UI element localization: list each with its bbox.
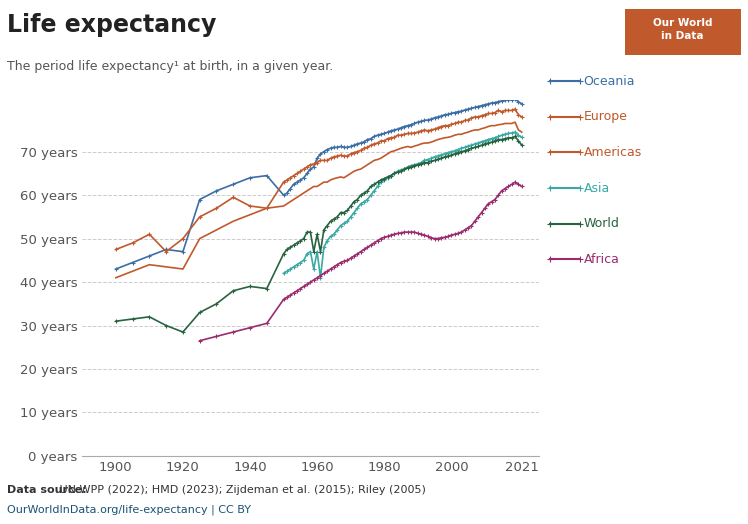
Text: Europe: Europe [583,111,628,123]
Text: Africa: Africa [583,253,619,266]
Text: Our World
in Data: Our World in Data [653,18,712,41]
Text: UN WPP (2022); HMD (2023); Zijdeman et al. (2015); Riley (2005): UN WPP (2022); HMD (2023); Zijdeman et a… [56,485,426,495]
Text: OurWorldInData.org/life-expectancy | CC BY: OurWorldInData.org/life-expectancy | CC … [7,504,251,515]
Text: Data source:: Data source: [7,485,87,495]
Text: Oceania: Oceania [583,75,635,88]
Text: Asia: Asia [583,182,610,194]
Text: The period life expectancy¹ at birth, in a given year.: The period life expectancy¹ at birth, in… [7,60,334,73]
Text: World: World [583,217,619,230]
Text: Americas: Americas [583,146,642,159]
Text: Life expectancy: Life expectancy [7,13,217,37]
